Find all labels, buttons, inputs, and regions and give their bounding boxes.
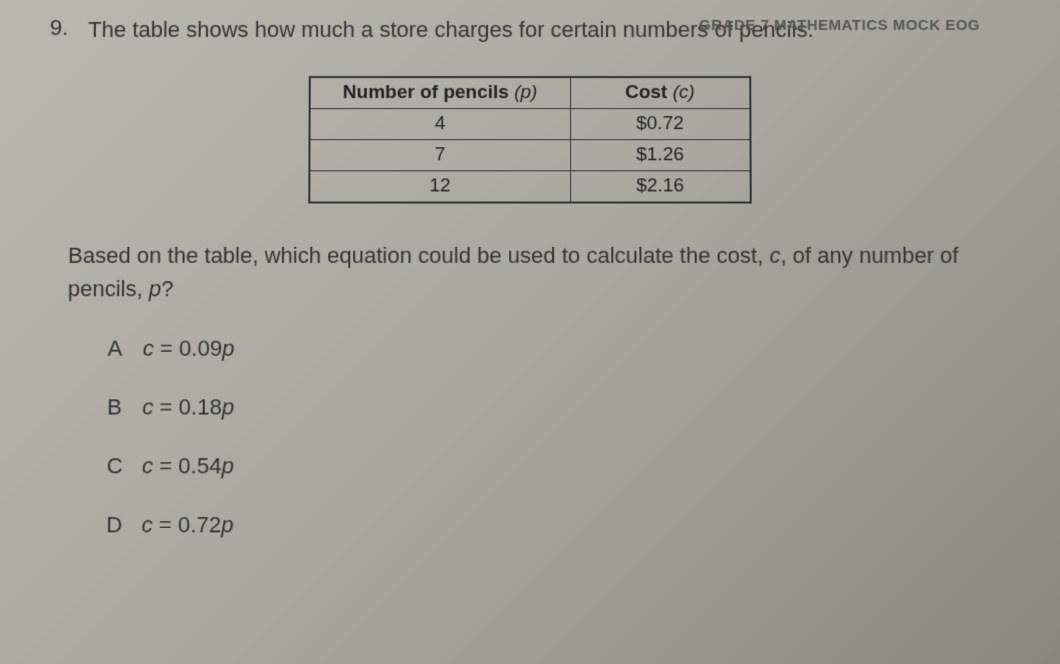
page-header: GRADE 7 MATHEMATICS MOCK EOG (699, 17, 980, 34)
choice-lhs: c (141, 512, 152, 537)
table-header-row: Number of pencils (p) Cost (c) (310, 77, 751, 109)
col2-label: Cost (625, 82, 667, 103)
choice-b[interactable]: B c = 0.18p (107, 394, 1023, 420)
col1-var: (p) (514, 82, 537, 103)
question-number: 9. (50, 15, 69, 41)
choice-d[interactable]: D c = 0.72p (106, 512, 1024, 538)
cell-cost: $1.26 (570, 139, 751, 170)
choice-lhs: c (142, 453, 153, 478)
choice-a[interactable]: A c = 0.09p (107, 335, 1023, 361)
table-container: Number of pencils (p) Cost (c) 4 $0.72 7 (38, 76, 1021, 203)
choice-eq-val: = 0.09 (154, 335, 222, 360)
choice-rhs: p (221, 453, 233, 478)
table-header-cost: Cost (c) (570, 77, 750, 109)
choice-eq-val: = 0.54 (153, 453, 222, 478)
col1-label: Number of pencils (343, 82, 509, 103)
choice-letter: B (107, 394, 142, 420)
choice-rhs: p (222, 394, 234, 419)
choice-lhs: c (142, 394, 153, 419)
cell-pencils: 12 (309, 171, 570, 203)
pencil-cost-table: Number of pencils (p) Cost (c) 4 $0.72 7 (308, 76, 751, 203)
table-row: 4 $0.72 (310, 108, 751, 139)
followup-part3: ? (161, 276, 173, 301)
col2-var: (c) (673, 82, 695, 103)
followup-part1: Based on the table, which equation could… (68, 243, 769, 268)
cell-pencils: 4 (310, 108, 571, 139)
choice-letter: A (107, 335, 142, 361)
answer-choices: A c = 0.09p B c = 0.18p C c = 0.54p D c … (106, 335, 1024, 538)
choice-letter: C (107, 453, 142, 479)
cell-pencils: 7 (309, 139, 570, 170)
choice-c[interactable]: C c = 0.54p (107, 453, 1024, 479)
followup-var2: p (149, 276, 161, 301)
choice-letter: D (106, 512, 141, 538)
cell-cost: $0.72 (570, 108, 750, 139)
table-row: 7 $1.26 (309, 139, 750, 170)
choice-eq-val: = 0.72 (153, 512, 222, 537)
choice-rhs: p (222, 335, 234, 360)
followup-var1: c (769, 243, 780, 268)
followup-question: Based on the table, which equation could… (68, 239, 983, 306)
choice-eq-val: = 0.18 (153, 394, 222, 419)
table-row: 12 $2.16 (309, 171, 750, 203)
cell-cost: $2.16 (570, 171, 751, 203)
choice-rhs: p (221, 512, 233, 537)
table-header-pencils: Number of pencils (p) (310, 77, 570, 109)
choice-lhs: c (143, 335, 154, 360)
